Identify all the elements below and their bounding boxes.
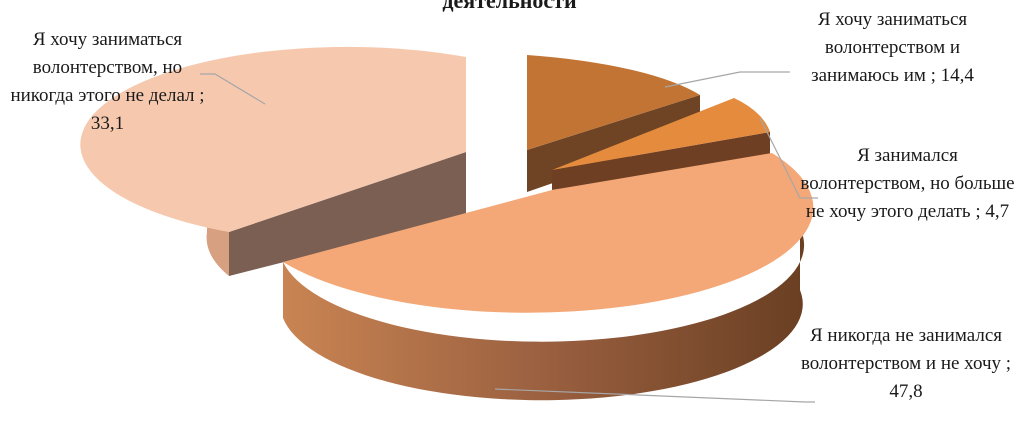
- slice-side-wall: [283, 228, 805, 401]
- slice-top-never-but-want: [80, 46, 467, 232]
- chart-title: деятельности: [442, 0, 577, 13]
- slice-label-never-but-want: Я хочу заниматься волонтерством, но нико…: [10, 29, 205, 134]
- leader-line: [494, 388, 815, 403]
- slice-label-never-wont: Я никогда не занимался волонтерством и н…: [800, 325, 1012, 402]
- leader-line: [664, 71, 790, 88]
- leader-line: [759, 117, 818, 199]
- slice-label-volunteering: Я хочу заниматься волонтерством и занима…: [811, 9, 974, 86]
- slice-top-stopped: [552, 98, 770, 170]
- slice-side-wall: [229, 152, 466, 276]
- slice-side-wall: [552, 132, 770, 190]
- slice-top-wont-volunteer: [283, 153, 814, 313]
- slice-top-volunteering: [527, 55, 700, 150]
- slice-label-stopped: Я занимался волонтерством, но больше не …: [800, 145, 1015, 222]
- leader-line: [200, 73, 266, 105]
